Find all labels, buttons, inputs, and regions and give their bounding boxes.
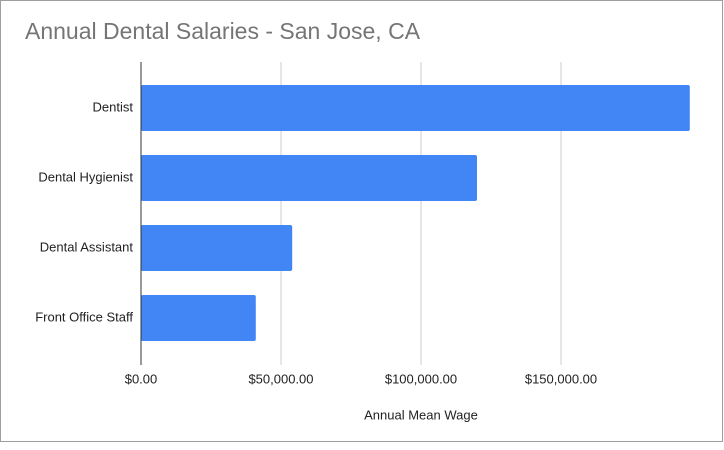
x-tick-label: $150,000.00: [525, 371, 597, 386]
x-axis-title: Annual Mean Wage: [364, 407, 478, 422]
bar: [141, 295, 256, 341]
y-tick-label: Dentist: [93, 99, 134, 114]
bar: [141, 155, 477, 201]
y-tick-label: Dental Assistant: [40, 239, 134, 254]
y-tick-label: Front Office Staff: [35, 309, 133, 324]
x-tick-label: $0.00: [125, 371, 158, 386]
x-tick-label: $100,000.00: [385, 371, 457, 386]
y-tick-label: Dental Hygienist: [38, 169, 133, 184]
chart-title: Annual Dental Salaries - San Jose, CA: [25, 18, 421, 44]
bar: [141, 85, 690, 131]
bar: [141, 225, 293, 271]
x-tick-label: $50,000.00: [248, 371, 313, 386]
